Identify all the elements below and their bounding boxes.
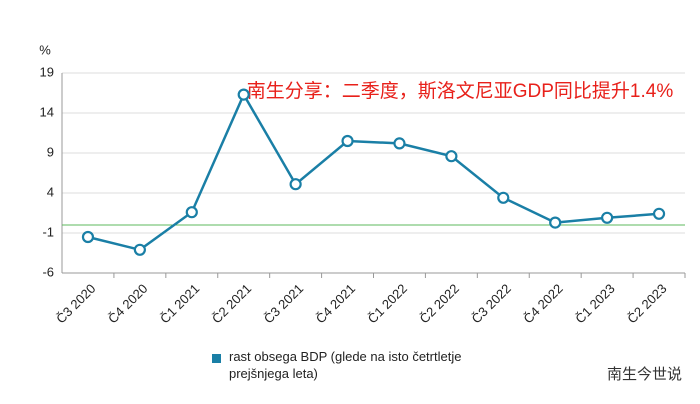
legend-swatch: [212, 354, 221, 363]
legend-label: rast obsega BDP (glede na isto četrtletj…: [229, 349, 462, 381]
point: [133, 243, 146, 256]
annotation: 南生分享：二季度，斯洛文尼亚GDP同比提升1.4%: [247, 80, 674, 102]
x-tick-label: Č3 2020: [53, 281, 98, 326]
point: [289, 178, 302, 191]
point: [341, 134, 354, 148]
y-tick-label: -6: [42, 264, 54, 279]
x-tick-label: Č1 2023: [572, 281, 617, 326]
point: [81, 230, 95, 244]
x-tick-label: Č4 2021: [313, 281, 358, 326]
point: [445, 150, 458, 163]
y-tick-label: 19: [40, 64, 54, 79]
watermark: 南生今世说: [606, 366, 682, 383]
x-tick-label: Č3 2022: [468, 281, 513, 326]
y-tick-label: 9: [47, 144, 54, 159]
point: [185, 206, 198, 219]
x-tick-label: Č2 2022: [417, 281, 462, 326]
point: [549, 216, 562, 229]
y-axis-label: %: [39, 42, 51, 57]
y-tick-label: -1: [42, 224, 54, 239]
point: [237, 88, 250, 101]
point: [497, 191, 510, 204]
y-tick-label: 14: [40, 104, 54, 119]
x-tick-label: Č2 2021: [209, 281, 254, 326]
point: [652, 207, 666, 220]
series-line: [87, 91, 660, 252]
x-tick-label: Č4 2020: [105, 281, 150, 326]
x-tick-label: Č2 2023: [624, 281, 669, 326]
legend: rast obsega BDP (glede na isto četrtletj…: [212, 348, 512, 382]
point: [601, 211, 614, 224]
x-tick-label: Č1 2022: [365, 281, 410, 326]
x-tick-label: Č1 2021: [157, 281, 202, 326]
point: [393, 137, 406, 150]
y-tick-label: 4: [47, 184, 54, 199]
x-tick-label: Č3 2021: [261, 281, 306, 326]
x-tick-label: Č4 2022: [520, 281, 565, 326]
